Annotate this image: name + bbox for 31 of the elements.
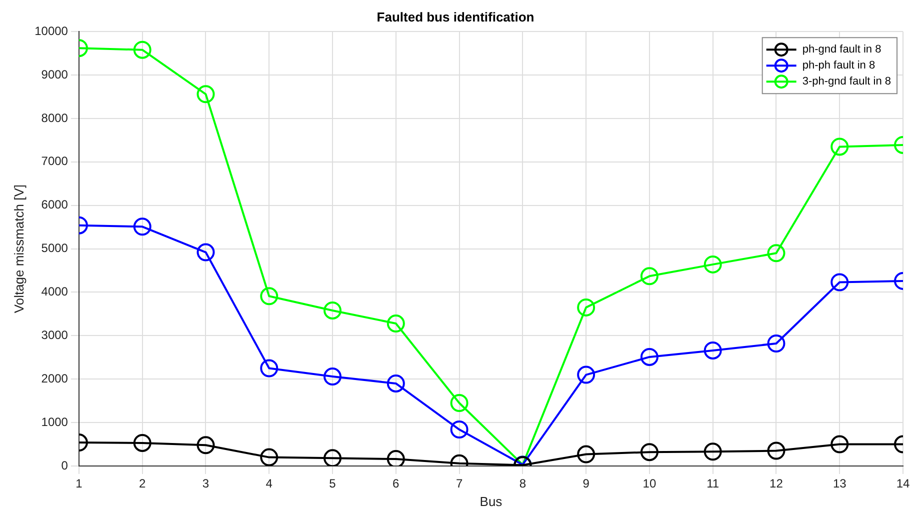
y-tick-label: 9000 <box>41 67 68 82</box>
x-tick-label: 14 <box>896 476 910 491</box>
x-tick-label: 13 <box>832 476 847 491</box>
y-tick-label: 7000 <box>41 154 68 168</box>
x-tick-label: 2 <box>139 476 146 491</box>
y-tick-label: 5000 <box>41 241 68 256</box>
x-tick-label: 10 <box>642 476 656 491</box>
x-tick-label: 1 <box>76 476 83 491</box>
y-tick-label: 6000 <box>41 198 68 212</box>
x-tick-label: 12 <box>770 476 784 491</box>
y-axis-title: Voltage missmatch [V] <box>11 184 26 314</box>
x-tick-label: 9 <box>582 476 590 491</box>
x-tick-label: 8 <box>519 476 526 491</box>
x-tick-label: 7 <box>456 476 463 491</box>
y-tick-label: 4000 <box>41 284 68 299</box>
x-tick-label: 4 <box>266 476 273 491</box>
legend-label: 3-ph-gnd fault in 8 <box>802 76 891 88</box>
y-tick-label: 8000 <box>41 110 68 125</box>
x-tick-label: 6 <box>392 476 400 491</box>
y-tick-label: 0 <box>61 458 68 472</box>
x-tick-label: 11 <box>706 476 720 491</box>
y-tick-label: 3000 <box>41 328 68 342</box>
chart-title: Faulted bus identification <box>376 9 534 24</box>
x-tick-label: 3 <box>202 476 210 491</box>
legend-label: ph-gnd fault in 8 <box>802 44 882 56</box>
y-tick-label: 10000 <box>34 24 68 38</box>
x-tick-label: 5 <box>329 476 336 491</box>
x-axis-title: Bus <box>480 494 503 509</box>
y-tick-label: 2000 <box>41 371 68 386</box>
y-tick-label: 1000 <box>41 414 68 429</box>
legend-label: ph-ph fault in 8 <box>802 60 876 72</box>
